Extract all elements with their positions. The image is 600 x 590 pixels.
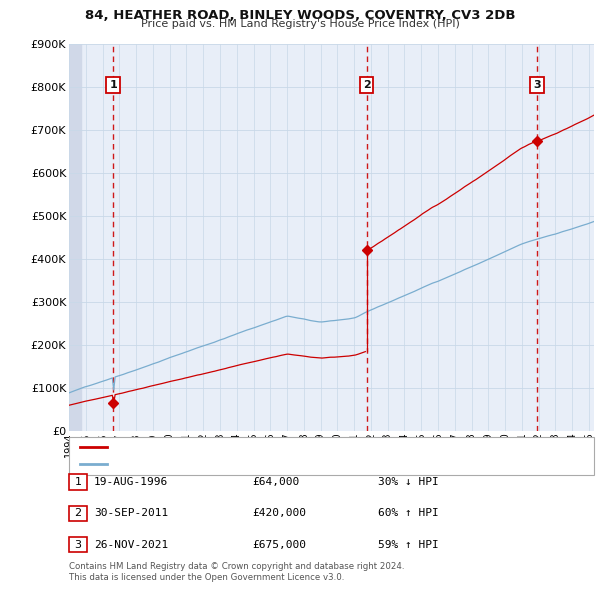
Text: This data is licensed under the Open Government Licence v3.0.: This data is licensed under the Open Gov… xyxy=(69,573,344,582)
Text: 84, HEATHER ROAD, BINLEY WOODS, COVENTRY, CV3 2DB (detached house): 84, HEATHER ROAD, BINLEY WOODS, COVENTRY… xyxy=(113,442,488,453)
Text: 2: 2 xyxy=(363,80,371,90)
Text: 3: 3 xyxy=(533,80,541,90)
Text: 26-NOV-2021: 26-NOV-2021 xyxy=(94,540,169,549)
Text: 3: 3 xyxy=(74,540,82,549)
Text: Contains HM Land Registry data © Crown copyright and database right 2024.: Contains HM Land Registry data © Crown c… xyxy=(69,562,404,571)
Bar xyxy=(69,44,82,431)
Text: 30-SEP-2011: 30-SEP-2011 xyxy=(94,509,169,518)
Text: 19-AUG-1996: 19-AUG-1996 xyxy=(94,477,169,487)
Text: 84, HEATHER ROAD, BINLEY WOODS, COVENTRY, CV3 2DB: 84, HEATHER ROAD, BINLEY WOODS, COVENTRY… xyxy=(85,9,515,22)
Text: HPI: Average price, detached house, Rugby: HPI: Average price, detached house, Rugb… xyxy=(113,459,325,469)
Text: £420,000: £420,000 xyxy=(252,509,306,518)
Text: 2: 2 xyxy=(74,509,82,518)
Text: 1: 1 xyxy=(74,477,82,487)
Text: 60% ↑ HPI: 60% ↑ HPI xyxy=(378,509,439,518)
Text: Price paid vs. HM Land Registry's House Price Index (HPI): Price paid vs. HM Land Registry's House … xyxy=(140,19,460,30)
Text: 1: 1 xyxy=(109,80,117,90)
Text: £675,000: £675,000 xyxy=(252,540,306,549)
Text: 59% ↑ HPI: 59% ↑ HPI xyxy=(378,540,439,549)
Text: £64,000: £64,000 xyxy=(252,477,299,487)
Text: 30% ↓ HPI: 30% ↓ HPI xyxy=(378,477,439,487)
